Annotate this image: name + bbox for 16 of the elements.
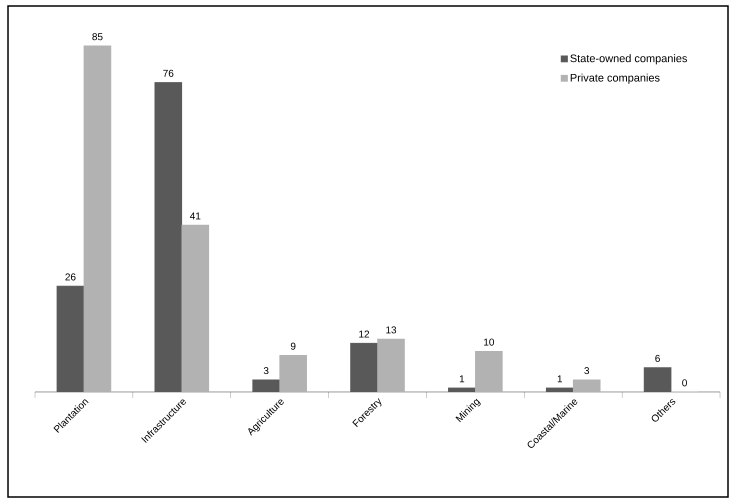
- data-label: 9: [290, 342, 296, 350]
- data-label: 0: [682, 379, 687, 386]
- legend-label: State-owned companies: [570, 54, 687, 64]
- data-label: 26: [65, 273, 76, 280]
- data-label: 13: [386, 326, 396, 334]
- legend-label: Private companies: [570, 74, 660, 84]
- data-label: 76: [163, 70, 174, 77]
- data-label: 3: [584, 367, 590, 374]
- data-label: 85: [92, 33, 103, 40]
- data-label: 10: [484, 338, 494, 346]
- data-label: 6: [655, 354, 660, 362]
- data-label: 1: [460, 375, 464, 382]
- data-label: 3: [264, 367, 268, 374]
- data-label: 41: [190, 212, 200, 220]
- data-label: 1: [558, 375, 562, 382]
- data-label: 12: [359, 330, 370, 338]
